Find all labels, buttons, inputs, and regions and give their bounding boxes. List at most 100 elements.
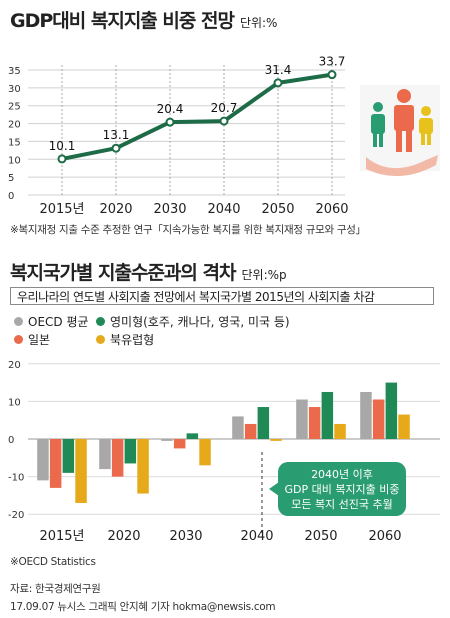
chart2-bar	[173, 439, 186, 449]
chart1-x-tick-label: 2030	[153, 202, 186, 217]
chart2-x-ticks: 2015년 2020 2030 2040 2050 2060	[39, 529, 401, 544]
chart2-y-tick-label: 20	[8, 360, 21, 371]
chart2-title-text: 복지국가별 지출수준과의 격차	[10, 262, 236, 284]
chart1-gridlines	[28, 65, 345, 196]
chart1-data-label: 20.7	[211, 101, 238, 115]
legend-swatch-japan	[14, 335, 23, 344]
chart2-bar	[232, 416, 244, 439]
legend-swatch-oecd	[14, 317, 23, 326]
chart2-bar	[99, 439, 111, 470]
chart1-unit: 단위:%	[239, 16, 278, 30]
chart2-title: 복지국가별 지출수준과의 격차 단위:%p	[10, 258, 287, 285]
chart1-point	[165, 117, 175, 127]
callout-line-3: 모든 복지 선진국 추월	[291, 498, 393, 511]
chart2-bar	[360, 391, 372, 439]
legend-item-nordic: 북유럽형	[96, 331, 154, 348]
chart1-data-label: 33.7	[319, 55, 346, 69]
chart2-bar	[372, 399, 385, 439]
chart1-point	[111, 143, 121, 153]
chart1-x-tick-label: 2040	[207, 202, 240, 217]
legend-label-nordic: 북유럽형	[110, 333, 155, 347]
chart1-y-ticks: 0 5 10 15 20 25 30 35	[8, 66, 21, 202]
chart2-bar	[244, 423, 257, 439]
chart1-point	[219, 116, 229, 126]
family-illustration	[360, 85, 440, 177]
chart2-y-tick-label: 0	[8, 435, 14, 446]
chart1-title: GDP대비 복지지출 비중 전망 단위:%	[10, 6, 277, 33]
chart1-y-tick-label: 35	[8, 66, 21, 77]
chart1-x-tick-label: 2050	[261, 202, 294, 217]
chart2-bar	[334, 423, 346, 439]
chart2-bar	[398, 414, 410, 439]
chart2-bar	[321, 391, 334, 439]
chart1-point	[57, 154, 67, 164]
chart1-x-tick-label: 2015년	[39, 202, 84, 217]
chart2-x-tick-label: 2030	[169, 529, 202, 544]
chart1-points	[57, 70, 337, 164]
chart1-title-text: GDP대비 복지지출 비중 전망	[10, 10, 235, 32]
chart1-y-tick-label: 25	[8, 102, 21, 113]
chart2-bar	[124, 439, 137, 464]
chart2-bar	[296, 399, 308, 439]
chart2-bar	[62, 439, 75, 473]
legend-item-anglo: 영미형(호주, 캐나다, 영국, 미국 등)	[96, 313, 290, 330]
chart2-x-tick-label: 2060	[368, 529, 401, 544]
chart1-point	[273, 78, 283, 88]
chart2-bar	[37, 439, 49, 481]
legend-label-oecd: OECD 평균	[28, 315, 89, 329]
chart2-bar	[161, 439, 173, 441]
chart2-bar	[111, 439, 124, 477]
callout-box: 2040년 이후 GDP 대비 복지지출 비중 모든 복지 선진국 추월	[278, 462, 406, 516]
chart2-bar	[385, 382, 398, 439]
chart2-bars	[37, 382, 410, 503]
chart2-subtitle: 우리나라의 연도별 사회지출 전망에서 복지국가별 2015년의 사회지출 차감	[10, 287, 434, 305]
chart2-bar	[49, 439, 62, 488]
source-text: 자료: 한국경제연구원	[10, 583, 101, 595]
chart1-point	[327, 70, 337, 80]
callout-line-1: 2040년 이후	[311, 468, 373, 481]
chart2-note: ※OECD Statistics	[10, 556, 96, 568]
legend-label-anglo: 영미형(호주, 캐나다, 영국, 미국 등)	[110, 315, 290, 329]
callout-line-2: GDP 대비 복지지출 비중	[284, 483, 400, 496]
chart1-y-tick-label: 0	[8, 191, 14, 202]
legend-swatch-anglo	[96, 317, 105, 326]
chart2-bar	[257, 407, 270, 439]
legend-item-oecd: OECD 평균	[14, 313, 89, 330]
callout-arrow	[269, 482, 279, 496]
chart2-x-tick-label: 2050	[304, 529, 337, 544]
chart2-x-tick-label: 2015년	[39, 529, 84, 544]
chart1-x-tick-label: 2060	[315, 202, 348, 217]
chart2-y-tick-label: 10	[8, 397, 21, 408]
chart2-y-ticks: 20 10 0 -10 -20	[8, 360, 24, 521]
chart2-bar	[199, 439, 211, 466]
chart2-y-tick-label: -10	[8, 473, 24, 484]
credit-text: 17.09.07 뉴시스 그래픽 안지혜 기자 hokma@newsis.com	[10, 601, 276, 613]
chart2-x-tick-label: 2040	[240, 529, 273, 544]
chart1-y-tick-label: 15	[8, 137, 21, 148]
chart1-data-label: 10.1	[49, 139, 76, 153]
chart2-bar	[137, 439, 149, 494]
chart1-data-label: 13.1	[103, 128, 130, 142]
chart2-x-tick-label: 2020	[107, 529, 140, 544]
chart1-x-tick-label: 2020	[99, 202, 132, 217]
chart1-data-label: 20.4	[157, 102, 184, 116]
bar-chart: 20 10 0 -10 -20 2015년 2020 2030 2040 2050 2060	[8, 360, 440, 544]
chart1-y-tick-label: 10	[8, 155, 21, 166]
hand-icon	[366, 155, 438, 177]
chart1-series-line	[61, 72, 333, 161]
chart1-y-tick-label: 5	[8, 173, 14, 184]
legend-item-japan: 일본	[14, 331, 50, 348]
chart2-bar	[270, 439, 282, 441]
chart1-note: ※복지재정 지출 수준 추정한 연구「지속가능한 복지를 위한 복지재정 규모와…	[10, 224, 366, 236]
chart2-bar	[308, 407, 321, 439]
chart1-y-tick-label: 30	[8, 84, 21, 95]
chart2-bar	[186, 433, 199, 439]
line-chart: 0 5 10 15 20 25 30 35 2015년 2020 2030 2040 2050 2060…	[8, 55, 440, 217]
chart2-bar	[75, 439, 87, 503]
legend-swatch-nordic	[96, 335, 105, 344]
chart2-y-tick-label: -20	[8, 510, 24, 521]
chart1-y-tick-label: 20	[8, 120, 21, 131]
chart1-data-label: 31.4	[265, 63, 292, 77]
chart2-unit: 단위:%p	[241, 268, 287, 282]
chart1-x-ticks: 2015년 2020 2030 2040 2050 2060	[39, 202, 348, 217]
